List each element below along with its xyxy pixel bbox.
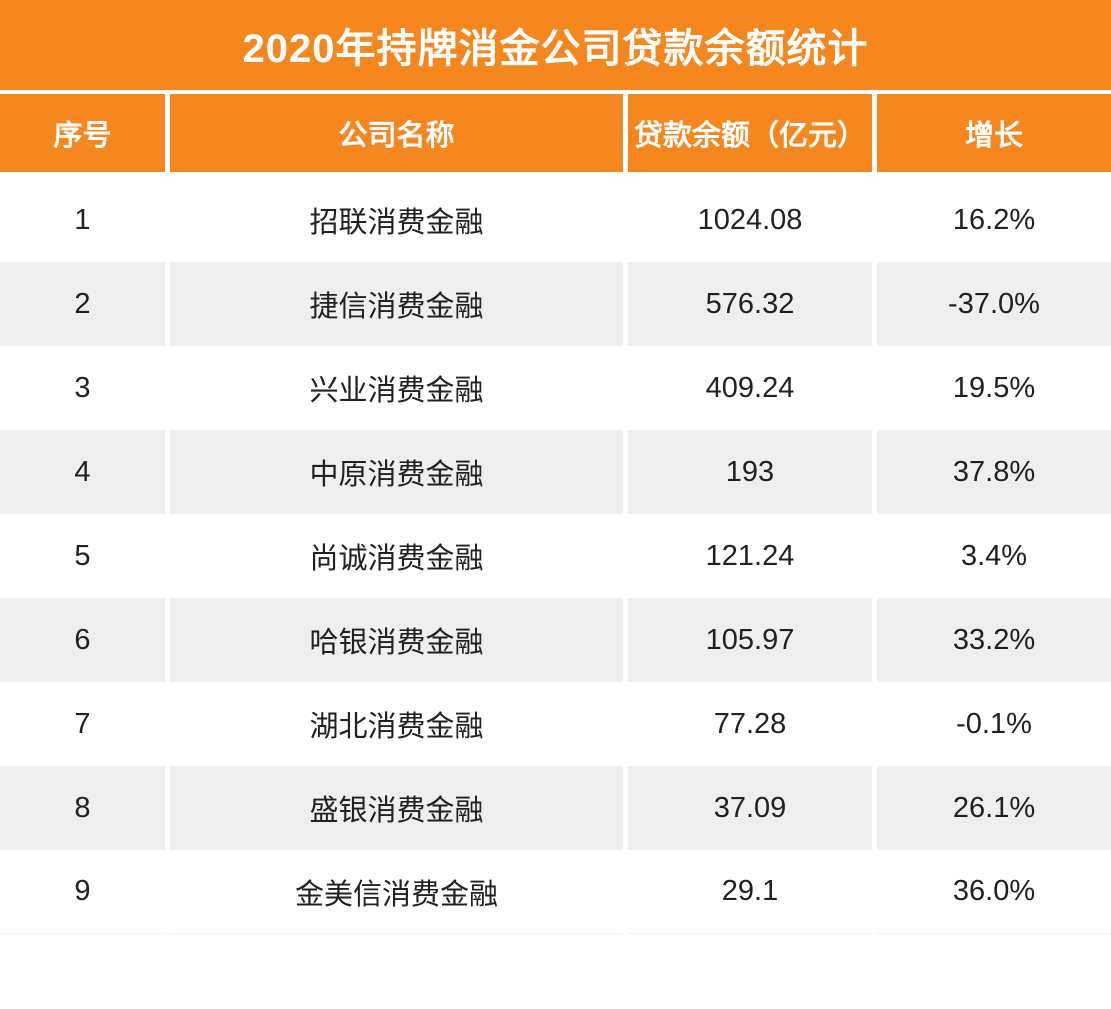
table-row: 9 金美信消费金融 29.1 36.0%	[0, 850, 1111, 934]
table-row: 2 捷信消费金融 576.32 -37.0%	[0, 262, 1111, 346]
cell-growth: 26.1%	[877, 766, 1111, 850]
cell-company: 兴业消费金融	[170, 346, 623, 430]
cell-balance: 77.28	[628, 682, 872, 766]
cell-no: 4	[0, 430, 165, 514]
table-row: 4 中原消费金融 193 37.8%	[0, 430, 1111, 514]
cell-company: 湖北消费金融	[170, 682, 623, 766]
cell-balance: 409.24	[628, 346, 872, 430]
table-row: 5 尚诚消费金融 121.24 3.4%	[0, 514, 1111, 598]
cell-company: 中原消费金融	[170, 430, 623, 514]
cell-balance: 193	[628, 430, 872, 514]
table-header-row: 序号 公司名称 贷款余额（亿元） 增长	[0, 94, 1111, 172]
cell-growth: 16.2%	[877, 178, 1111, 262]
cell-growth: 37.8%	[877, 430, 1111, 514]
header-cell-company: 公司名称	[170, 94, 623, 172]
cell-balance: 576.32	[628, 262, 872, 346]
cell-company: 尚诚消费金融	[170, 514, 623, 598]
header-cell-balance: 贷款余额（亿元）	[628, 94, 872, 172]
cell-growth: 19.5%	[877, 346, 1111, 430]
table-row: 3 兴业消费金融 409.24 19.5%	[0, 346, 1111, 430]
table-body: 1 招联消费金融 1024.08 16.2% 2 捷信消费金融 576.32 -…	[0, 178, 1111, 934]
cell-no: 5	[0, 514, 165, 598]
table-row: 1 招联消费金融 1024.08 16.2%	[0, 178, 1111, 262]
cell-company: 捷信消费金融	[170, 262, 623, 346]
cell-growth: 33.2%	[877, 598, 1111, 682]
cell-no: 6	[0, 598, 165, 682]
table-row: 6 哈银消费金融 105.97 33.2%	[0, 598, 1111, 682]
cell-balance: 105.97	[628, 598, 872, 682]
cell-growth: 36.0%	[877, 850, 1111, 934]
cell-no: 3	[0, 346, 165, 430]
cell-balance: 37.09	[628, 766, 872, 850]
header-cell-no: 序号	[0, 94, 165, 172]
cell-company: 招联消费金融	[170, 178, 623, 262]
cell-no: 9	[0, 850, 165, 934]
cell-growth: 3.4%	[877, 514, 1111, 598]
cell-balance: 29.1	[628, 850, 872, 934]
cell-balance: 1024.08	[628, 178, 872, 262]
cell-balance: 121.24	[628, 514, 872, 598]
table-row: 8 盛银消费金融 37.09 26.1%	[0, 766, 1111, 850]
table-title: 2020年持牌消金公司贷款余额统计	[0, 0, 1111, 90]
cell-company: 哈银消费金融	[170, 598, 623, 682]
cell-no: 8	[0, 766, 165, 850]
cell-no: 7	[0, 682, 165, 766]
cell-growth: -0.1%	[877, 682, 1111, 766]
cell-company: 盛银消费金融	[170, 766, 623, 850]
cell-company: 金美信消费金融	[170, 850, 623, 934]
cell-no: 2	[0, 262, 165, 346]
cell-growth: -37.0%	[877, 262, 1111, 346]
cell-no: 1	[0, 178, 165, 262]
table-row: 7 湖北消费金融 77.28 -0.1%	[0, 682, 1111, 766]
header-cell-growth: 增长	[877, 94, 1111, 172]
